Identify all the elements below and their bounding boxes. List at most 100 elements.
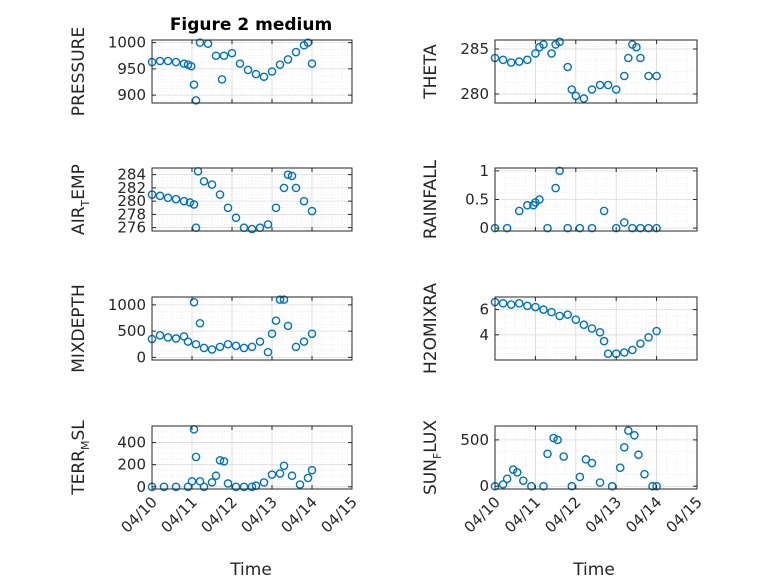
data-point	[163, 56, 173, 66]
data-point	[287, 471, 297, 481]
x-tick-label: 04/15	[318, 493, 361, 536]
y-tick-label: 280	[460, 85, 489, 103]
data-point	[155, 331, 165, 340]
subplot-6: 4 6 H2OMIXRA	[421, 283, 698, 374]
y-tick-label: 400	[117, 434, 146, 452]
data-point	[502, 474, 512, 484]
y-axis-label-4: RAINFALL	[421, 159, 441, 239]
y-tick-label: 4	[479, 326, 489, 344]
data-point	[163, 333, 173, 342]
x-tick-label: 04/10	[461, 493, 504, 536]
data-point	[199, 176, 209, 186]
data-point	[235, 59, 245, 68]
subplot-4: 0 0.5 1 RAINFALL	[421, 159, 698, 239]
data-point	[279, 461, 289, 471]
data-point	[640, 469, 649, 479]
x-tick-label: 04/10	[118, 493, 161, 536]
data-point	[267, 470, 277, 479]
y-axis-label-2: THETA	[421, 44, 441, 100]
data-point	[163, 193, 173, 203]
data-point	[231, 213, 241, 223]
data-point	[263, 220, 273, 229]
data-point	[555, 37, 564, 47]
data-point	[171, 482, 181, 492]
data-point	[287, 171, 297, 181]
data-point	[199, 482, 209, 492]
data-point	[279, 295, 289, 304]
data-point	[199, 343, 209, 353]
subplot-5: 0 500 1000 MIXDEPTH	[69, 284, 353, 373]
data-point	[259, 72, 269, 82]
y-tick-label: 280	[117, 192, 146, 210]
data-point	[219, 457, 229, 466]
x-tick-label: 04/14	[622, 493, 665, 536]
data-point	[189, 200, 199, 209]
subplot-1: 900 950 1000 PRESSURE	[69, 27, 353, 116]
x-axis-label-left: Time	[229, 560, 272, 580]
data-point	[567, 85, 577, 94]
data-point	[514, 206, 524, 216]
data-point	[644, 333, 653, 342]
y-tick-label: 500	[460, 431, 489, 449]
data-point	[185, 198, 195, 207]
data-point	[171, 57, 181, 67]
data-point	[581, 455, 591, 464]
data-point	[259, 478, 269, 487]
data-point	[247, 342, 257, 352]
data-point	[555, 311, 564, 321]
data-point	[283, 321, 293, 331]
y-axis-label-3: AIRTEMP	[69, 164, 92, 235]
y-axis-label-7: TERRMSL	[69, 420, 92, 496]
y-tick-label: 500	[117, 322, 146, 340]
data-point	[251, 69, 261, 79]
data-point	[307, 206, 317, 216]
data-point	[615, 463, 625, 472]
x-tick-label: 04/15	[663, 493, 706, 536]
data-point	[523, 200, 532, 210]
data-point	[599, 206, 609, 216]
data-point	[603, 80, 613, 90]
data-point	[579, 320, 589, 330]
data-point	[189, 297, 199, 307]
data-point	[563, 223, 573, 233]
data-point	[303, 473, 313, 483]
data-point	[307, 465, 317, 475]
y-axis-label-6: H2OMIXRA	[421, 283, 441, 374]
y-tick-label: 0	[136, 348, 146, 366]
data-point	[634, 450, 643, 460]
y-tick-label: 1000	[108, 34, 146, 52]
data-point	[579, 94, 589, 103]
data-point	[307, 329, 317, 339]
y-axis-label-8: SUNFLUX	[421, 420, 444, 495]
data-point	[587, 223, 597, 233]
data-point	[231, 341, 241, 351]
x-tick-label: 04/13	[238, 493, 281, 536]
data-point	[195, 38, 205, 47]
data-point	[291, 47, 301, 57]
data-point	[624, 53, 633, 63]
data-point	[506, 58, 516, 67]
x-tick-label: 04/12	[541, 493, 584, 536]
data-point	[539, 40, 548, 49]
data-point	[155, 56, 165, 66]
data-point	[283, 55, 293, 64]
y-tick-label: 200	[117, 456, 146, 474]
data-point	[207, 345, 217, 354]
y-tick-label: 285	[460, 40, 489, 58]
subplot-2: 280 285 THETA	[421, 37, 698, 104]
y-tick-label: 0.5	[465, 191, 489, 209]
data-point	[553, 435, 562, 445]
data-point	[239, 482, 249, 492]
data-point	[636, 339, 645, 348]
data-point	[559, 452, 568, 461]
data-point	[223, 339, 233, 349]
data-point	[207, 478, 217, 487]
axes-box	[151, 39, 353, 104]
axes-box	[494, 296, 698, 361]
data-point	[215, 455, 225, 465]
data-point	[171, 334, 181, 343]
data-point	[215, 342, 225, 352]
axes-box	[151, 296, 353, 361]
